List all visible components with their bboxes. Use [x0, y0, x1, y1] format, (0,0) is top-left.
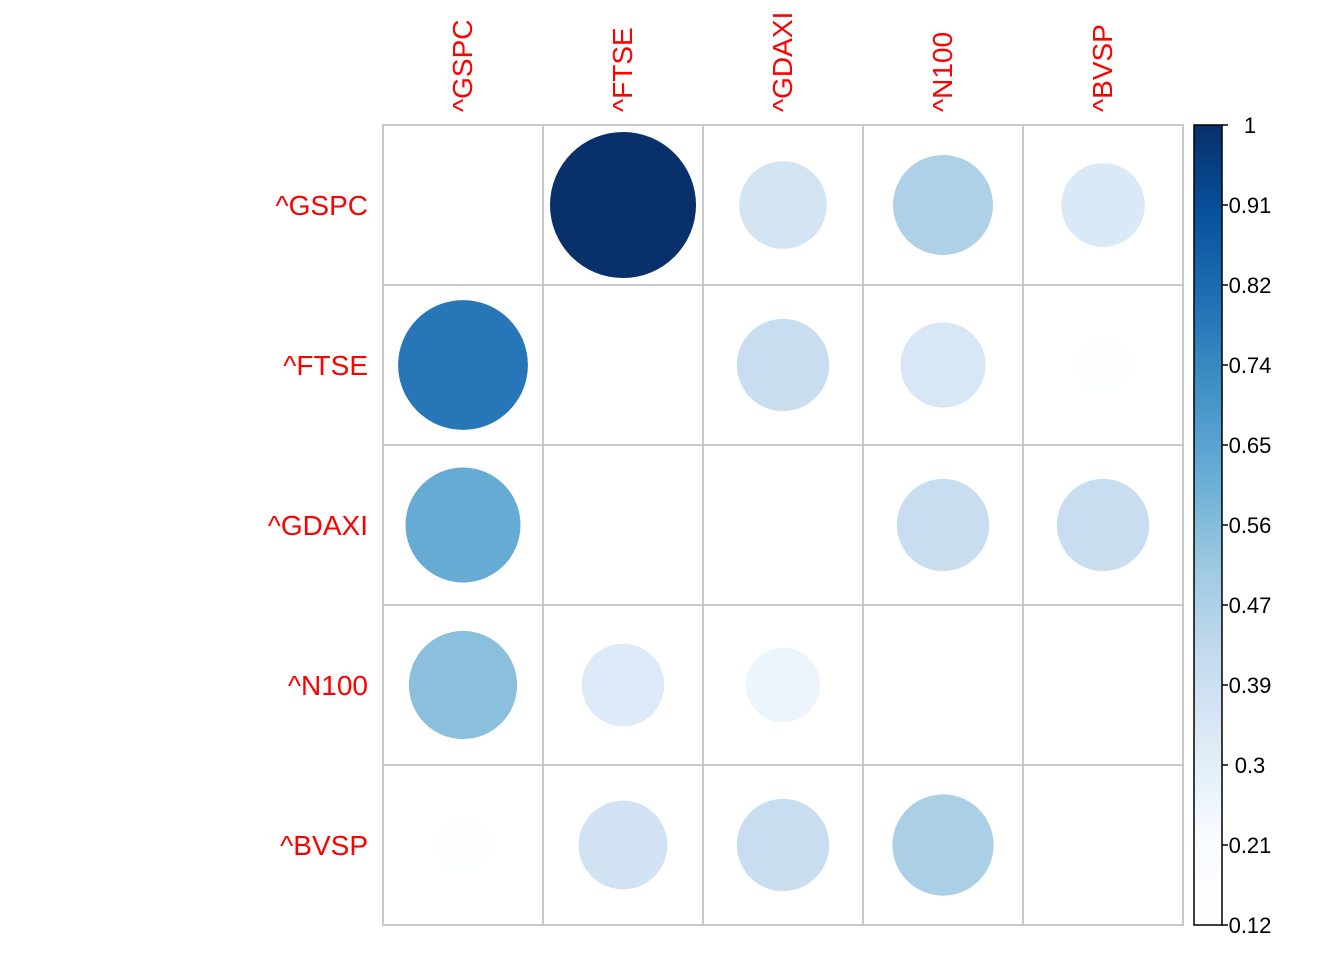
- correlation-circle: [581, 643, 665, 727]
- correlation-circles: [398, 132, 1150, 896]
- colorbar-tick-label: 0.74: [1229, 353, 1272, 378]
- grid-cell: [1022, 764, 1184, 926]
- correlation-circle: [896, 478, 990, 572]
- correlation-circle: [408, 630, 518, 740]
- colorbar-gradient: [1193, 124, 1223, 926]
- colorbar-tick-label: 0.56: [1229, 513, 1272, 538]
- correlation-circle: [736, 318, 830, 412]
- column-label: ^GSPC: [447, 20, 478, 113]
- grid-cell: [1022, 604, 1184, 766]
- row-label: ^BVSP: [280, 830, 368, 861]
- correlation-circle: [1074, 336, 1132, 394]
- correlation-circle: [900, 322, 986, 408]
- colorbar-tick-label: 0.47: [1229, 593, 1272, 618]
- correlation-circle: [434, 816, 492, 874]
- row-label: ^GSPC: [276, 190, 369, 221]
- column-labels: ^GSPC ^FTSE ^GDAXI ^N100 ^BVSP: [447, 12, 1118, 112]
- colorbar: 1 0.91 0.82 0.74 0.65 0.56 0.47 0.39 0.3 0.21 0.12: [1193, 113, 1271, 938]
- column-label: ^N100: [927, 32, 958, 112]
- correlation-circle: [550, 132, 696, 278]
- correlation-circle: [398, 300, 528, 430]
- column-label: ^GDAXI: [767, 12, 798, 112]
- colorbar-tick-label: 0.12: [1229, 913, 1272, 938]
- grid-cell: [382, 124, 544, 286]
- row-label: ^FTSE: [283, 350, 368, 381]
- correlation-circle: [578, 800, 668, 890]
- correlation-circle: [1061, 163, 1145, 247]
- colorbar-ticks: 1 0.91 0.82 0.74 0.65 0.56 0.47 0.39 0.3 0.21 0.12: [1222, 113, 1271, 938]
- matrix-grid: [382, 124, 1184, 926]
- grid-cell: [702, 444, 864, 606]
- row-label: ^GDAXI: [268, 510, 368, 541]
- colorbar-tick-label: 1: [1244, 113, 1256, 138]
- colorbar-tick-label: 0.21: [1229, 833, 1272, 858]
- correlation-circle: [405, 467, 521, 583]
- correlation-circle: [893, 155, 993, 255]
- colorbar-tick-label: 0.65: [1229, 433, 1272, 458]
- correlation-circle: [892, 794, 994, 896]
- row-labels: ^GSPC ^FTSE ^GDAXI ^N100 ^BVSP: [268, 190, 368, 861]
- column-label: ^BVSP: [1087, 24, 1118, 112]
- column-label: ^FTSE: [607, 27, 638, 112]
- colorbar-tick-label: 0.3: [1235, 753, 1266, 778]
- correlation-circle: [736, 798, 830, 892]
- correlation-circle: [739, 161, 827, 249]
- correlation-circle: [1056, 478, 1150, 572]
- colorbar-tick-label: 0.82: [1229, 273, 1272, 298]
- correlation-circle: [745, 647, 821, 723]
- colorbar-tick-label: 0.39: [1229, 673, 1272, 698]
- grid-cell: [862, 604, 1024, 766]
- correlation-circle: [597, 499, 649, 551]
- colorbar-tick-label: 0.91: [1229, 193, 1272, 218]
- row-label: ^N100: [288, 670, 368, 701]
- grid-cell: [542, 284, 704, 446]
